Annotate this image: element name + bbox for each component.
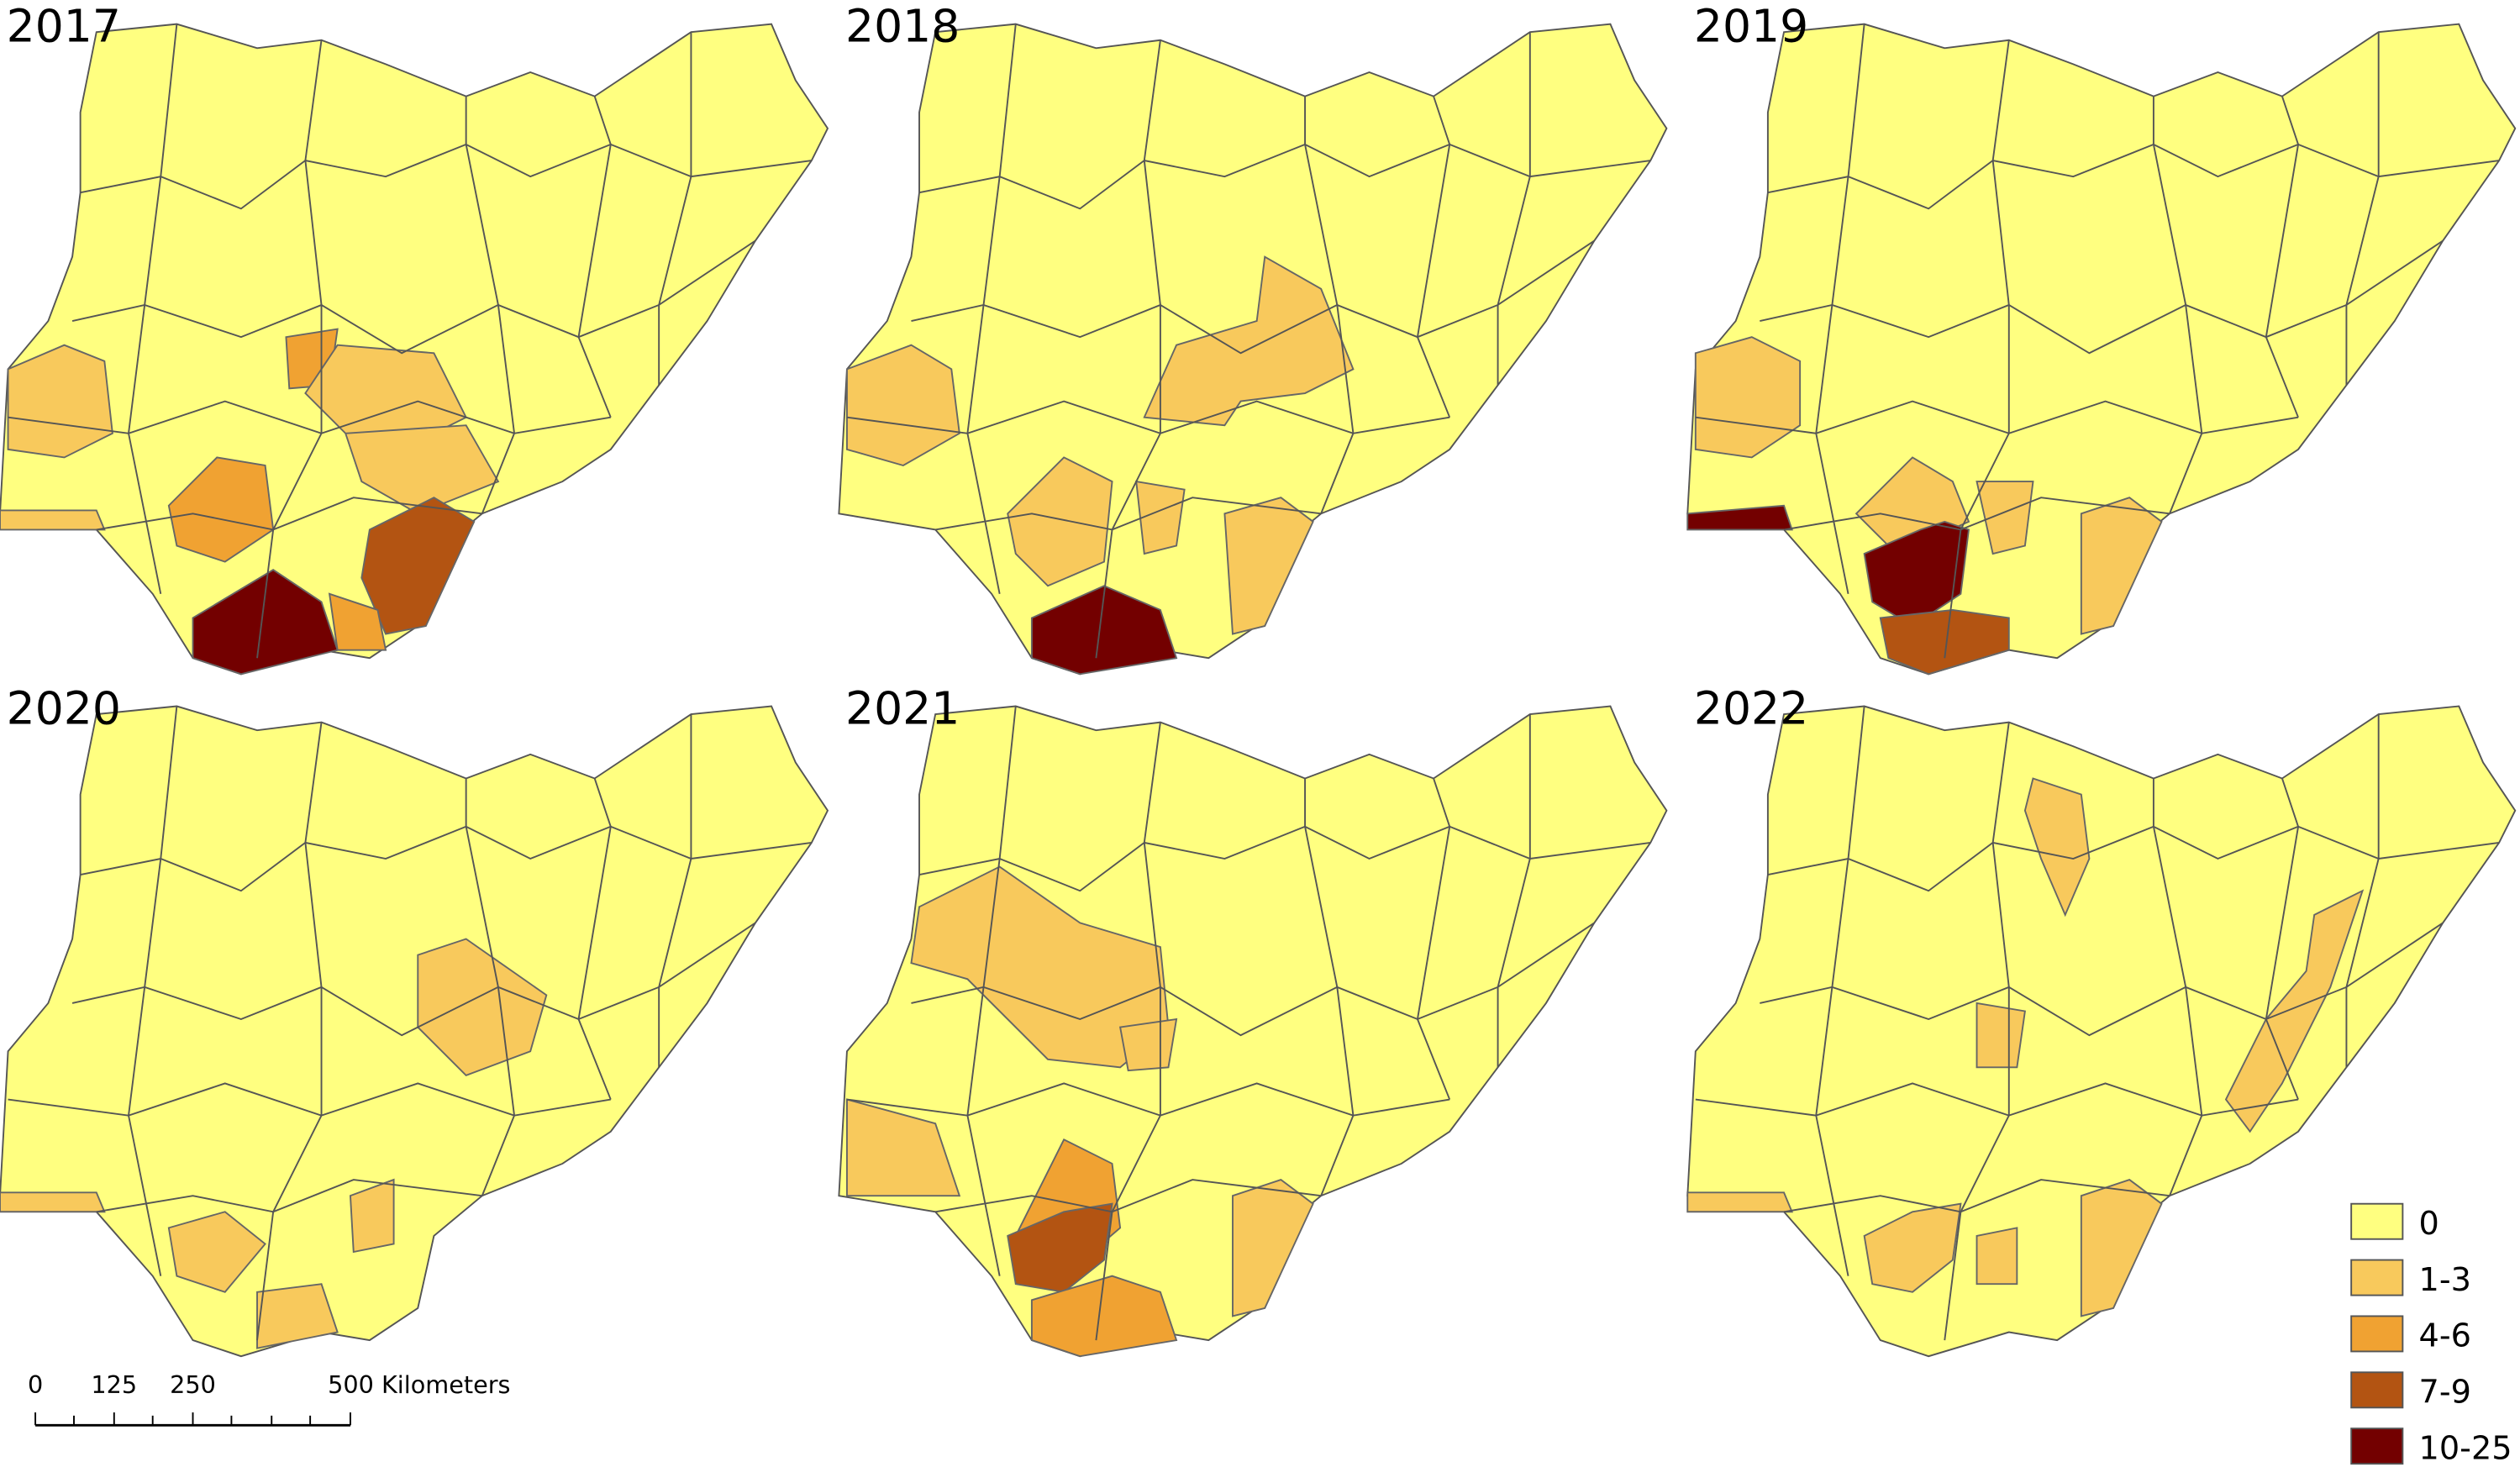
state-region [1143,255,1355,427]
state-region [2080,497,2163,635]
state-region [360,497,476,635]
state-region [2224,889,2365,1133]
state-region [2080,1178,2163,1317]
panel-title: 2022 [1694,682,1808,735]
state-region [1135,480,1186,555]
state-region [1007,1202,1113,1293]
legend-swatch [2350,1315,2404,1353]
state-region [1863,520,1970,628]
scale-label: 125 [91,1370,137,1399]
map-panel: 2018 [838,0,1668,676]
state-region [328,592,387,651]
panel-title: 2017 [7,0,121,53]
panel-title: 2020 [7,682,121,735]
state-region [1232,1178,1314,1317]
state-region [1863,1202,1962,1293]
state-region [1007,456,1113,587]
state-region [1975,1227,2018,1286]
state-region [0,1191,106,1213]
state-region [1118,1017,1178,1072]
country-outline [0,705,829,1358]
state-region [344,424,500,515]
panel-title: 2019 [1694,0,1808,53]
map-panel: 2017 [0,0,829,676]
state-region [1975,1002,2026,1069]
map-panel: 2019 [1686,0,2517,676]
scale-label: 0 [28,1370,43,1399]
state-region [1686,504,1793,531]
scale-label: 500 Kilometers [328,1370,510,1399]
state-region [7,344,113,459]
legend-label: 7-9 [2419,1375,2471,1412]
state-region [0,509,106,531]
legend-label: 4-6 [2419,1318,2471,1355]
map-panel: 2022 [1686,682,2517,1358]
state-region [845,344,960,467]
panel-title: 2018 [845,0,960,53]
state-region [256,1283,339,1349]
state-region [1030,585,1178,676]
map-panel: 2020 [0,682,829,1358]
state-region [845,1098,961,1197]
scale-bar: 0 125 250 500 Kilometers [28,1370,510,1427]
legend-label: 10-25 [2419,1430,2512,1467]
state-region [1030,1275,1178,1358]
map-panel: 2021 [838,682,1668,1358]
legend-swatch [2350,1259,2404,1296]
state-region [349,1178,395,1254]
state-region [2023,777,2091,918]
state-region [1686,1191,1794,1213]
state-region [1223,497,1314,635]
state-region [167,1211,266,1293]
state-region [1879,608,2010,676]
legend-swatch [2350,1202,2404,1240]
legend-swatch [2350,1428,2404,1465]
state-region [1975,481,2034,555]
panel-title: 2021 [845,682,960,735]
scale-label: 250 [170,1370,216,1399]
legend-label: 0 [2419,1206,2439,1243]
legend-label: 1-3 [2419,1262,2471,1299]
legend-swatch [2350,1371,2404,1409]
